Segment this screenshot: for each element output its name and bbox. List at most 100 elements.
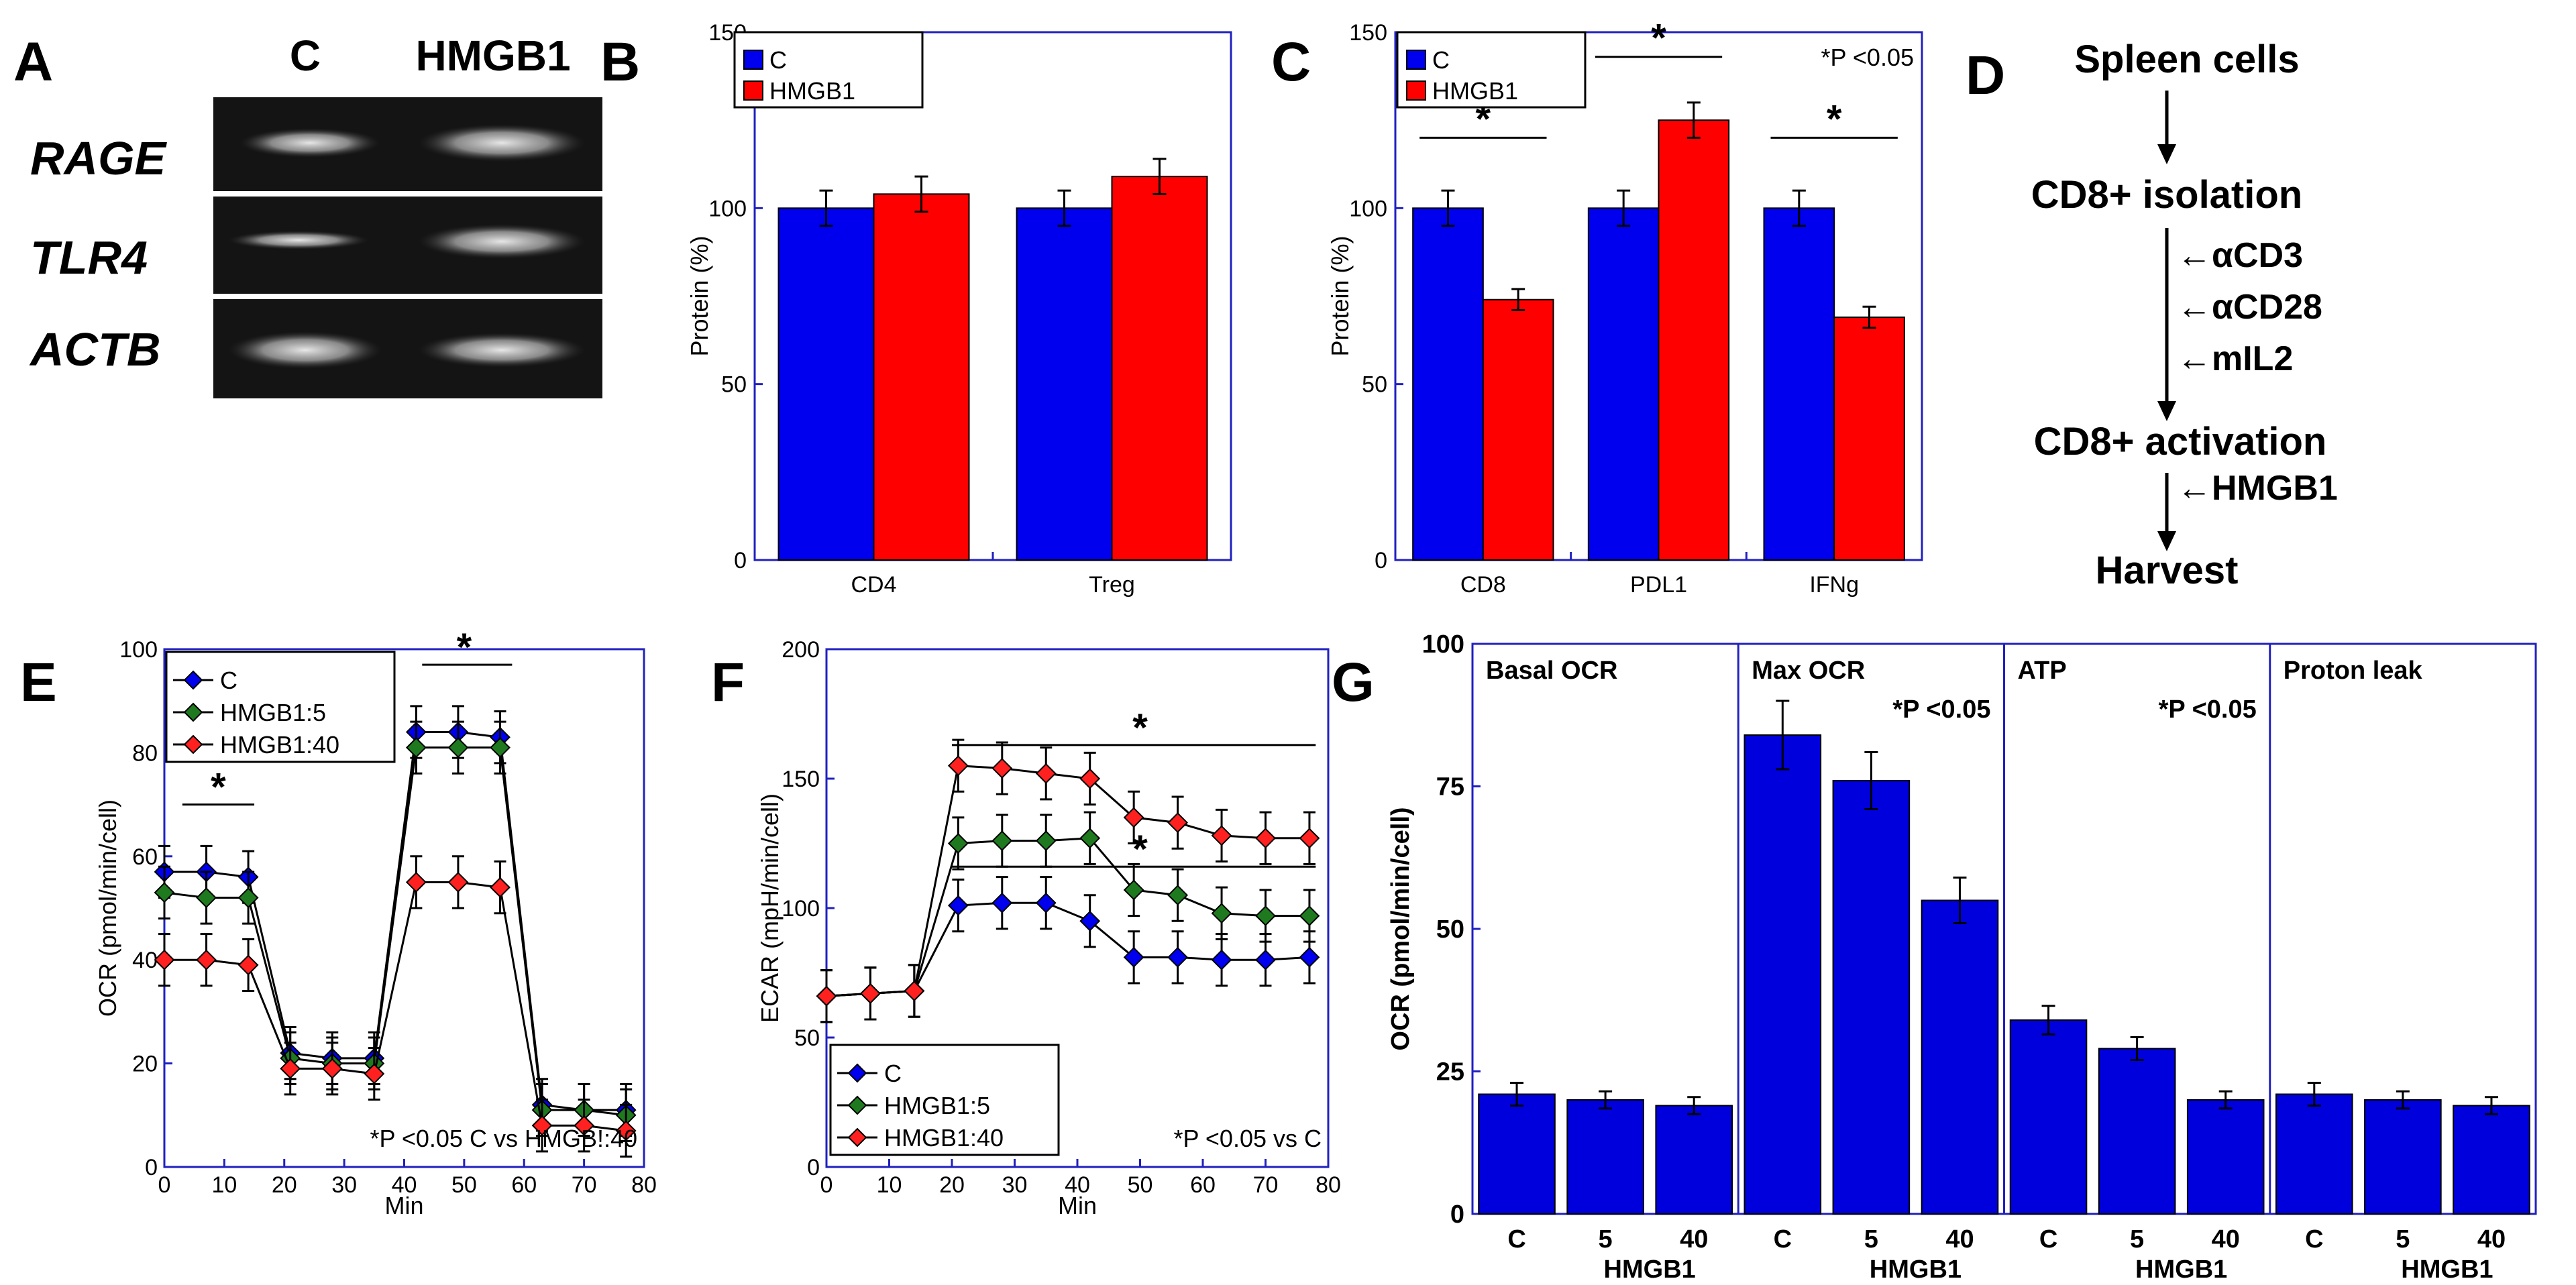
data-point-s1-p7 <box>447 737 469 759</box>
y-tick-label-2: 50 <box>1436 915 1464 944</box>
data-point-s2-p3 <box>280 1058 301 1079</box>
x-tick-label-g0-0: C <box>1507 1225 1525 1253</box>
y-tick-label-4: 80 <box>132 740 158 766</box>
x-axis-label: Min <box>1058 1192 1097 1219</box>
bar-g3-5 <box>2364 1099 2442 1215</box>
x-tick-label-7: 70 <box>1253 1172 1279 1198</box>
flow-addition-mil2: ←mIL2 <box>2177 339 2293 378</box>
annotation-text: *P <0.05 C vs HMGB!:40 <box>370 1125 637 1152</box>
x-tick-label-1: Treg <box>1089 572 1135 598</box>
chart-f: 0 50 100 150 200 0 10 20 30 40 50 60 70 80 Min ECAR (mp… <box>756 637 1341 1219</box>
flow-addition-hmgb1: ←HMGB1 <box>2177 469 2338 508</box>
y-tick-label-1: 50 <box>1362 372 1387 398</box>
data-point-s2-p11 <box>1299 828 1320 849</box>
data-point-s2-p8 <box>490 877 511 898</box>
y-tick-label-2: 100 <box>782 896 820 921</box>
gel-band-actb-hmgb1 <box>418 333 586 368</box>
x-tick-label-1: 10 <box>211 1172 237 1198</box>
legend-label-0: C <box>884 1060 902 1087</box>
legend-label-2: HMGB1:40 <box>220 731 339 759</box>
legend-swatch-0 <box>743 50 763 70</box>
legend-swatch-1 <box>1406 80 1426 101</box>
y-tick-label-2: 100 <box>708 196 747 221</box>
x-tick-label-8: 80 <box>1316 1172 1341 1198</box>
gel-band-rage-hmgb1 <box>418 124 586 162</box>
significance-star-0: * <box>1476 97 1491 141</box>
bar-g2-40 <box>2186 1099 2265 1215</box>
gel-lane-actb: ACTB <box>29 323 160 376</box>
group-title-3: Proton leak <box>2284 657 2423 685</box>
panel-label-g: G <box>1332 652 1375 713</box>
data-point-s2-p0 <box>154 949 175 970</box>
data-point-s2-p7 <box>1123 807 1144 828</box>
flow-step-1: Spleen cells <box>2074 38 2299 81</box>
x-tick-label-g0-1: 5 <box>1599 1225 1613 1253</box>
legend-marker-0 <box>183 670 203 690</box>
x-tick-label-g1-2: 40 <box>1945 1225 1974 1253</box>
data-point-s2-p1 <box>860 983 881 1004</box>
legend-label-1: HMGB1 <box>769 77 855 105</box>
data-point-s1-p3 <box>947 833 969 854</box>
data-point-s0-p3 <box>947 895 969 916</box>
y-tick-label-0: 0 <box>1375 548 1387 573</box>
bar-cd8-hmgb1 <box>1482 298 1554 561</box>
data-point-s2-p9 <box>1211 825 1232 846</box>
legend-label-1: HMGB1:5 <box>884 1092 990 1119</box>
x-tick-label-4: 40 <box>392 1172 417 1198</box>
panel-label-c: C <box>1271 32 1311 93</box>
data-point-s2-p10 <box>574 1115 595 1136</box>
x-tick-label-0: CD8 <box>1460 572 1506 598</box>
panel-label-e: E <box>20 652 57 713</box>
data-point-s0-p11 <box>1299 946 1320 968</box>
x-tick-label-5: 50 <box>451 1172 477 1198</box>
series-line-0 <box>164 731 627 1111</box>
x-tick-label-1: 10 <box>877 1172 902 1198</box>
bar-g3-40 <box>2453 1105 2530 1215</box>
x-tick-label-6: 60 <box>511 1172 537 1198</box>
gel-band-rage-c <box>239 128 380 158</box>
bar-g1-40 <box>1921 899 1999 1215</box>
x-tick-label-8: 80 <box>631 1172 657 1198</box>
y-tick-label-0: 0 <box>734 548 747 573</box>
panel-label-a: A <box>13 32 53 93</box>
y-tick-label-5: 100 <box>119 637 158 663</box>
y-axis-label: Protein (%) <box>1326 235 1354 356</box>
y-tick-label-0: 0 <box>807 1155 820 1180</box>
flow-step-4: Harvest <box>2096 549 2239 592</box>
x-tick-label-6: 60 <box>1190 1172 1216 1198</box>
panel-label-d: D <box>1966 45 2005 106</box>
x-tick-label-1: PDL1 <box>1630 572 1687 598</box>
y-tick-label-3: 150 <box>782 767 820 792</box>
x-tick-label-g1-1: 5 <box>1864 1225 1878 1253</box>
significance-star-0: * <box>1132 706 1148 750</box>
data-point-s2-p9 <box>531 1115 553 1136</box>
flow-step-3: CD8+ activation <box>2034 420 2327 463</box>
gel-band-tlr4-hmgb1 <box>418 224 586 259</box>
x-tick-label-g3-1: 5 <box>2396 1225 2410 1253</box>
series-line-0 <box>826 901 1310 997</box>
legend-marker-2 <box>183 734 203 755</box>
group-label-1: HMGB1 <box>1870 1255 1962 1284</box>
bar-g1-5 <box>1832 780 1911 1215</box>
group-note-2: *P <0.05 <box>2159 695 2257 724</box>
series-line-1 <box>164 746 627 1117</box>
data-point-s1-p5 <box>1035 830 1057 852</box>
y-axis-label: OCR (pmol/min/cell) <box>94 799 121 1017</box>
data-point-s1-p0 <box>154 882 175 903</box>
gel-band-actb-c <box>228 331 382 369</box>
flow-arrowhead-2 <box>2157 401 2176 421</box>
data-point-s2-p1 <box>196 949 217 970</box>
x-tick-label-g3-0: C <box>2305 1225 2323 1253</box>
series-line-2 <box>826 765 1309 997</box>
chart-c: 0 50 100 150 Protein (%) CD8 * PDL1 * IFNg * C HMGB1… <box>1326 17 1923 598</box>
flow-addition-acd3: ←αCD3 <box>2177 236 2303 275</box>
chart-g: 0 25 50 75 100 OCR (pmol/min/cell) Basal OCR C 5… <box>1387 630 2537 1284</box>
gel-panel: C HMGB1 RAGE TLR4 ACTB <box>29 32 602 398</box>
group-label-0: HMGB1 <box>1604 1255 1696 1284</box>
flowchart-panel: Spleen cells CD8+ isolation ←αCD3 ←αCD28… <box>2031 38 2338 592</box>
legend-swatch-1 <box>743 80 763 101</box>
gel-band-tlr4-c <box>228 231 369 249</box>
group-title-0: Basal OCR <box>1486 657 1617 685</box>
